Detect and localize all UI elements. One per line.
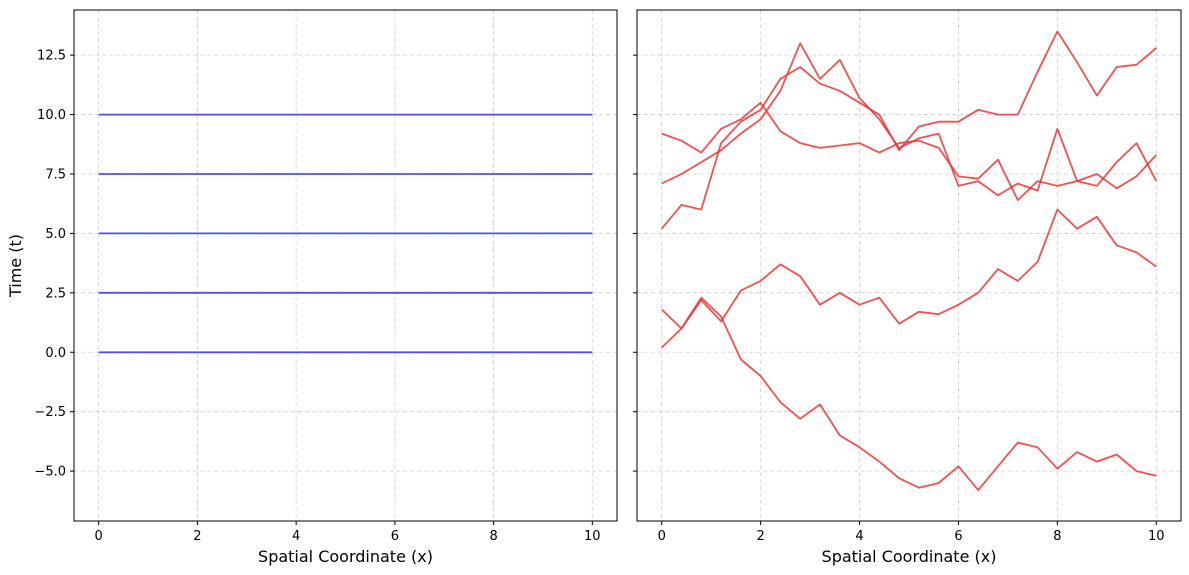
x-tick-label: 2	[193, 529, 201, 544]
x-tick-label: 4	[855, 529, 863, 544]
x-tick-label: 2	[756, 529, 764, 544]
right-chart-panel: 0 2 4 6 8 10 Spatial Coordinate (x)	[633, 9, 1182, 566]
y-tick-label: 2.5	[45, 286, 66, 301]
y-tick-label: 5.0	[45, 227, 66, 242]
x-tick-label: 6	[954, 529, 962, 544]
y-tick-label: 12.5	[37, 49, 66, 64]
x-tick-label: 0	[658, 529, 666, 544]
series-line-2	[661, 296, 1157, 492]
series-line-3	[661, 30, 1157, 230]
y-tick-label: −5.0	[34, 465, 66, 480]
x-tick-label: 4	[292, 529, 300, 544]
left-chart-panel: 0 2 4 6 8 10 −5.0 −2.5 0.0 2.5 5.0 7.5 10.0 12.5 Spati…	[6, 9, 618, 566]
y-tick-label: 10.0	[37, 108, 66, 123]
series-line-5	[661, 101, 1157, 202]
x-tick-label: 6	[391, 529, 399, 544]
y-tick-label: 7.5	[45, 167, 66, 182]
y-axis-title: Time (t)	[6, 234, 25, 298]
x-tick-label: 0	[95, 529, 103, 544]
x-tick-label: 10	[584, 529, 601, 544]
x-axis-title: Spatial Coordinate (x)	[258, 547, 433, 566]
plot-frame	[73, 9, 618, 522]
series-line-4	[661, 42, 1158, 197]
x-axis-title: Spatial Coordinate (x)	[822, 547, 997, 566]
y-tick-label: 0.0	[45, 346, 66, 361]
x-tick-label: 8	[489, 529, 497, 544]
x-tick-label: 10	[1148, 529, 1165, 544]
series-line-1	[661, 208, 1157, 349]
y-tick-label: −2.5	[34, 405, 66, 420]
plot-frame	[636, 9, 1182, 522]
x-tick-label: 8	[1053, 529, 1061, 544]
